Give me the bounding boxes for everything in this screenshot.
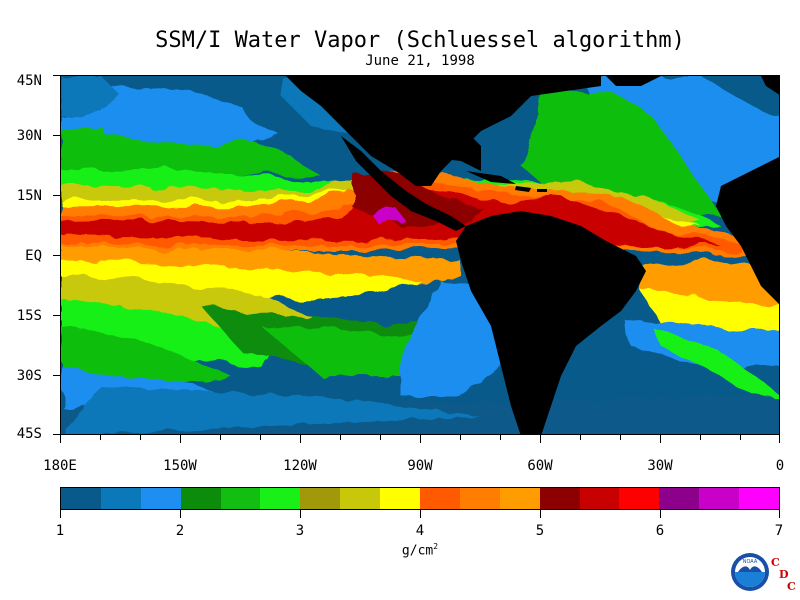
lon-tick xyxy=(620,435,621,440)
lon-label-150w: 150W xyxy=(163,458,197,474)
lat-tick xyxy=(53,434,60,435)
chart-title: SSM/I Water Vapor (Schluessel algorithm) xyxy=(155,28,685,53)
lat-label-45s: 45S xyxy=(16,426,42,442)
lat-label-45n: 45N xyxy=(16,73,42,89)
colorbar-swatch xyxy=(380,488,421,509)
lon-tick xyxy=(380,435,381,440)
colorbar-swatch xyxy=(61,488,101,509)
lon-tick xyxy=(340,435,341,440)
lat-tick xyxy=(53,375,60,376)
colorbar-swatch xyxy=(659,488,700,509)
color-scale-bar xyxy=(60,487,780,510)
colorbar-tick xyxy=(779,510,780,518)
lat-label-15s: 15S xyxy=(16,308,42,324)
colorbar-label-7: 7 xyxy=(774,523,784,539)
colorbar-label-1: 1 xyxy=(55,523,65,539)
units-base: g/cm xyxy=(401,543,434,559)
colorbar-tick xyxy=(540,510,541,518)
cdc-letter-d: D xyxy=(779,568,789,581)
lon-label-30w: 30W xyxy=(647,458,673,474)
lon-tick xyxy=(260,435,261,440)
colorbar-swatch xyxy=(260,488,301,509)
lon-tick xyxy=(779,435,780,443)
lon-tick xyxy=(180,435,181,443)
lon-tick xyxy=(300,435,301,443)
lat-label-30s: 30S xyxy=(16,368,42,384)
lon-label-0: 0 xyxy=(775,458,785,474)
lat-tick xyxy=(53,135,60,136)
cdc-letter-c1: C xyxy=(771,556,780,569)
colorbar-swatch xyxy=(140,488,181,509)
colorbar-swatch xyxy=(459,488,500,509)
colorbar-label-2: 2 xyxy=(175,523,185,539)
colorbar-tick xyxy=(660,510,661,518)
lat-label-30n: 30N xyxy=(16,128,42,144)
cdc-letter-c2: C xyxy=(787,580,796,593)
colorbar-swatch xyxy=(220,488,261,509)
lon-tick xyxy=(740,435,741,440)
colorbar-swatch xyxy=(300,488,341,509)
colorbar-tick xyxy=(420,510,421,518)
noaa-logo-text: NOAA xyxy=(743,559,758,565)
lat-label-15n: 15N xyxy=(16,188,42,204)
colorbar-swatch xyxy=(619,488,660,509)
lon-tick xyxy=(660,435,661,443)
lat-tick xyxy=(53,75,60,76)
lon-tick xyxy=(700,435,701,440)
lon-tick xyxy=(580,435,581,440)
colorbar-swatch xyxy=(579,488,620,509)
water-vapor-map xyxy=(60,75,780,435)
lat-tick xyxy=(53,195,60,196)
lat-tick xyxy=(53,315,60,316)
lon-label-180e: 180E xyxy=(43,458,77,474)
colorbar-tick xyxy=(60,510,61,518)
colorbar-swatch xyxy=(340,488,381,509)
units-exponent: 2 xyxy=(433,542,439,551)
lon-tick xyxy=(100,435,101,440)
chart-date: June 21, 1998 xyxy=(365,53,475,69)
map-graphic xyxy=(61,76,779,434)
colorbar-tick xyxy=(180,510,181,518)
colorbar-label-5: 5 xyxy=(535,523,545,539)
units-label: g/cm2 xyxy=(0,542,800,558)
colorbar-swatch xyxy=(739,488,780,509)
land-mask xyxy=(286,76,779,434)
noaa-logo-icon: NOAA xyxy=(731,553,769,591)
lat-tick xyxy=(53,255,60,256)
lon-tick xyxy=(420,435,421,443)
colorbar-swatch xyxy=(499,488,540,509)
lon-label-120w: 120W xyxy=(283,458,317,474)
colorbar-swatch xyxy=(539,488,580,509)
colorbar-tick xyxy=(300,510,301,518)
lon-tick xyxy=(220,435,221,440)
lon-tick xyxy=(500,435,501,440)
colorbar-swatch xyxy=(180,488,221,509)
lon-tick xyxy=(540,435,541,443)
colorbar-label-3: 3 xyxy=(295,523,305,539)
lon-tick xyxy=(140,435,141,440)
lat-label-eq: EQ xyxy=(25,248,42,264)
colorbar-label-4: 4 xyxy=(415,523,425,539)
lon-label-60w: 60W xyxy=(527,458,553,474)
colorbar-swatch xyxy=(699,488,740,509)
colorbar-swatch xyxy=(420,488,460,509)
colorbar-swatch xyxy=(100,488,141,509)
colorbar-label-6: 6 xyxy=(655,523,665,539)
lon-label-90w: 90W xyxy=(407,458,433,474)
lon-tick xyxy=(60,435,61,443)
lon-tick xyxy=(460,435,461,440)
